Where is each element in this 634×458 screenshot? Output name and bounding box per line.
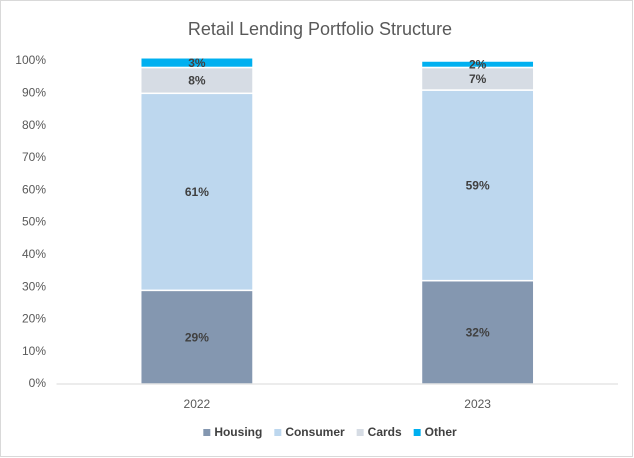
bar-segment <box>139 289 254 385</box>
y-tick-label: 60% <box>22 182 46 196</box>
y-tick-label: 0% <box>29 376 47 390</box>
y-tick-label: 50% <box>22 215 46 229</box>
bar-segment <box>420 60 535 69</box>
y-tick-label: 30% <box>22 279 46 293</box>
legend-label: Other <box>425 425 457 439</box>
x-tick-label: 2022 <box>184 397 211 411</box>
legend-swatch <box>356 429 364 436</box>
data-label: 29% <box>185 330 209 344</box>
legend-label: Housing <box>214 425 262 439</box>
bar-segment <box>139 57 254 69</box>
data-label: 3% <box>188 56 206 70</box>
y-tick-label: 10% <box>22 344 46 358</box>
data-label: 8% <box>188 74 206 88</box>
y-tick-label: 80% <box>22 118 46 132</box>
data-label: 59% <box>466 179 490 193</box>
data-label: 7% <box>469 72 487 86</box>
data-label: 61% <box>185 185 209 199</box>
x-tick-label: 2023 <box>464 397 491 411</box>
legend-swatch <box>413 429 421 436</box>
legend-label: Consumer <box>285 425 345 439</box>
legend-swatch <box>274 429 282 436</box>
legend-label: Cards <box>368 425 402 439</box>
y-tick-label: 40% <box>22 247 46 261</box>
y-tick-label: 20% <box>22 312 46 326</box>
data-label: 2% <box>469 57 487 71</box>
bar-segment <box>420 279 535 385</box>
y-tick-label: 100% <box>15 53 46 67</box>
legend-swatch <box>203 429 211 436</box>
data-label: 32% <box>466 325 490 339</box>
chart-title: Retail Lending Portfolio Structure <box>188 19 452 39</box>
bar-segment <box>139 92 254 292</box>
y-tick-label: 70% <box>22 150 46 164</box>
y-tick-label: 90% <box>22 85 46 99</box>
